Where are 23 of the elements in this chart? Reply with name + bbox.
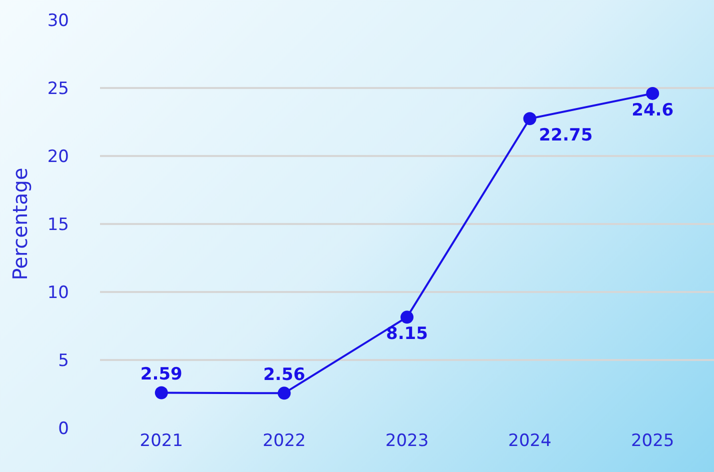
x-tick-label: 2023 — [385, 431, 429, 451]
x-tick-label: 2022 — [262, 431, 306, 451]
data-label: 22.75 — [538, 125, 593, 146]
data-label: 8.15 — [386, 324, 428, 344]
y-axis-title: Percentage — [8, 168, 32, 280]
y-tick-label: 0 — [58, 418, 69, 439]
x-tick-label: 2021 — [140, 431, 184, 451]
data-label: 2.56 — [263, 364, 306, 385]
point — [154, 386, 168, 400]
data-label: 24.6 — [632, 100, 674, 120]
x-tick-label: 2024 — [508, 431, 552, 451]
point — [646, 86, 660, 100]
y-tick-label: 10 — [47, 282, 69, 303]
y-tick-label: 5 — [58, 350, 69, 371]
point — [400, 310, 414, 324]
x-tick-label: 2025 — [630, 431, 674, 451]
point — [523, 112, 536, 126]
data-label: 2.59 — [140, 364, 182, 384]
y-tick-label: 20 — [47, 146, 69, 167]
y-tick-label: 15 — [47, 214, 69, 235]
point — [278, 386, 291, 400]
y-tick-label: 30 — [47, 10, 69, 31]
y-tick-label: 25 — [47, 78, 69, 99]
